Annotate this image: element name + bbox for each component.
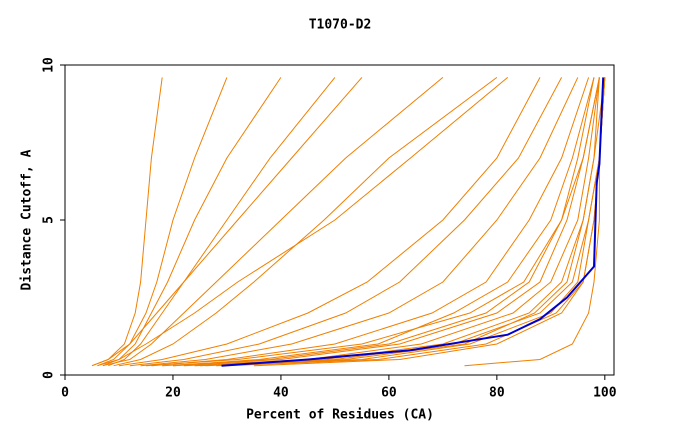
x-tick-label: 80 — [489, 386, 505, 401]
series-line — [162, 77, 595, 367]
series-line — [151, 77, 590, 367]
series-line — [118, 77, 541, 367]
series-line — [145, 77, 600, 367]
x-tick-label: 20 — [165, 386, 181, 401]
series-line — [102, 77, 444, 367]
series-line — [91, 77, 163, 367]
series-line — [113, 76, 498, 367]
series-line — [108, 77, 336, 367]
series-line — [221, 77, 605, 367]
x-tick-label: 100 — [593, 386, 617, 401]
y-tick-label: 10 — [42, 57, 57, 73]
x-tick-label: 0 — [61, 386, 69, 401]
series-line — [97, 77, 509, 367]
x-tick-label: 40 — [273, 386, 289, 401]
y-tick-label: 0 — [42, 371, 57, 379]
series-line — [172, 77, 595, 367]
series-line — [205, 77, 600, 367]
series-line — [140, 77, 579, 367]
y-tick-label: 5 — [42, 216, 57, 224]
series-line — [172, 77, 600, 367]
y-axis-label: Distance Cutoff, A — [20, 149, 35, 290]
series-line — [97, 77, 228, 367]
x-axis-label: Percent of Residues (CA) — [246, 408, 434, 423]
series-line — [129, 77, 563, 367]
series-line — [102, 77, 282, 367]
chart-title: T1070-D2 — [309, 18, 372, 33]
series-line — [216, 77, 606, 367]
x-tick-label: 60 — [381, 386, 397, 401]
plot-frame — [64, 64, 615, 376]
series-line — [91, 77, 363, 367]
